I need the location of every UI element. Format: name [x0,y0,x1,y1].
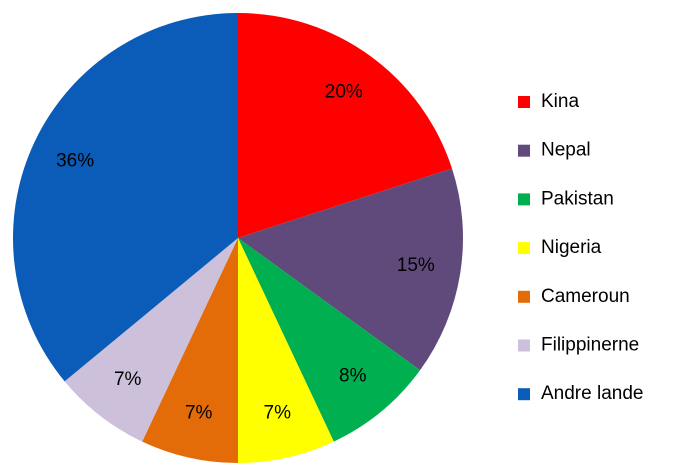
data-label: 15% [397,255,435,276]
legend-swatch [518,388,530,401]
legend-label: Filippinerne [541,335,639,356]
legend-label: Cameroun [541,286,630,307]
legend-label: Pakistan [541,188,614,209]
legend-swatch [518,290,530,303]
legend-swatch [518,96,530,108]
data-label: 7% [114,369,142,390]
pie-slice [142,238,238,463]
pie-slice [238,238,421,442]
data-label: 7% [264,403,292,424]
data-label: 20% [325,81,363,102]
legend-label: Kina [541,91,579,112]
legend-label: Andre lande [541,383,643,404]
legend-label: Nigeria [541,237,602,258]
pie-slice [64,238,238,442]
legend-swatch [518,242,530,255]
data-label: 36% [56,150,94,171]
legend-label: Nepal [541,140,591,161]
legend-swatch [518,339,530,352]
data-label: 7% [185,403,213,424]
legend-swatch [518,144,530,157]
pie-slice [12,13,238,382]
pie-slice [238,238,334,463]
legend-swatch [518,193,530,206]
pie-slice [238,13,452,238]
pie-slice [238,168,463,371]
data-label: 8% [339,366,367,387]
